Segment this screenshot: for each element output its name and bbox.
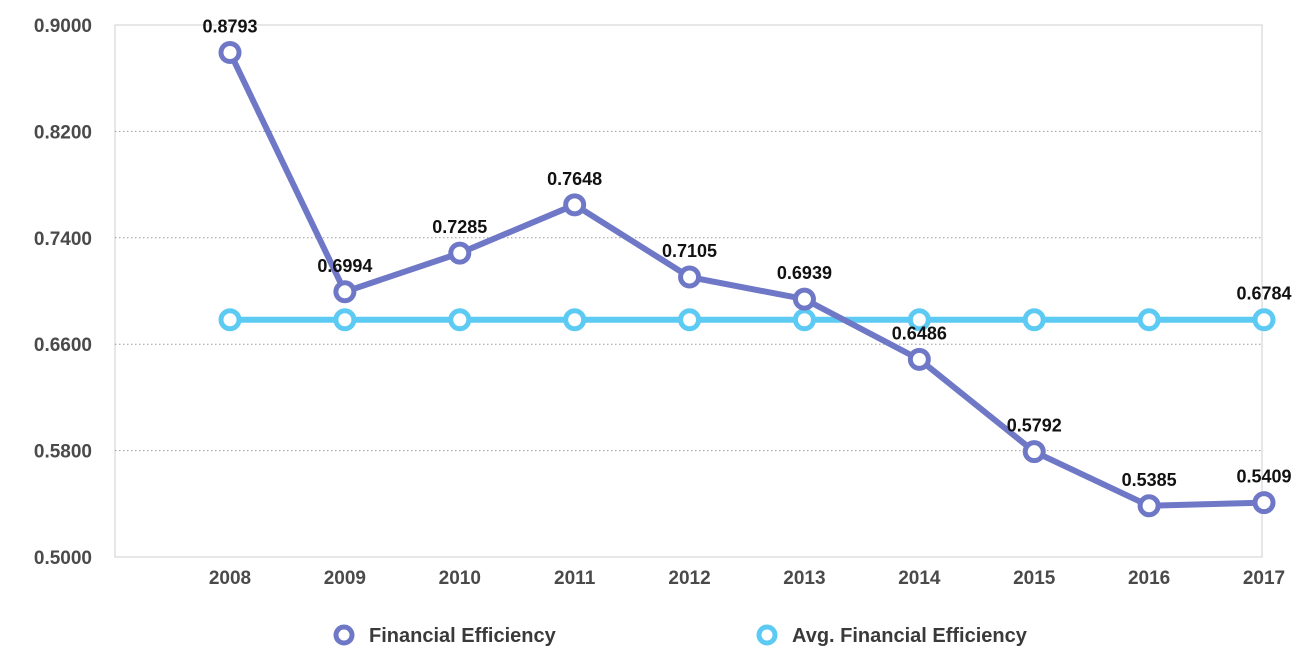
data-point — [1137, 494, 1161, 518]
x-tick-label: 2015 — [1013, 568, 1056, 589]
data-point — [678, 265, 702, 289]
legend-marker-icon — [756, 624, 778, 646]
x-tick-label: 2009 — [324, 568, 366, 589]
data-point — [218, 308, 242, 332]
data-point — [792, 287, 816, 311]
y-tick-label: 0.6600 — [34, 335, 92, 356]
legend: Financial Efficiency Avg. Financial Effic… — [333, 624, 1028, 647]
data-label: 0.6784 — [1236, 284, 1291, 304]
data-label: 0.6486 — [892, 323, 947, 343]
y-tick-label: 0.5000 — [34, 548, 92, 569]
legend-label: Financial Efficiency — [369, 625, 557, 647]
y-tick-label: 0.5800 — [34, 442, 92, 463]
x-axis: 2008 2009 2010 2011 2012 2013 2014 2015 2016 2017 — [209, 568, 1285, 589]
x-tick-label: 2013 — [783, 568, 825, 589]
data-label: 0.7105 — [662, 241, 717, 261]
data-point — [448, 308, 472, 332]
data-label: 0.8793 — [202, 17, 257, 37]
y-axis: 0.9000 0.8200 0.7400 0.6600 0.5800 0.5000 — [34, 16, 92, 569]
data-point — [678, 308, 702, 332]
data-point — [907, 347, 931, 371]
data-labels: 0.8793 0.6994 0.7285 0.7648 0.7105 0.6939 0.64… — [202, 17, 1291, 490]
data-point — [907, 308, 931, 332]
data-point — [563, 308, 587, 332]
x-tick-label: 2010 — [439, 568, 481, 589]
data-point — [448, 241, 472, 265]
data-point — [1022, 308, 1046, 332]
y-tick-label: 0.9000 — [34, 16, 92, 37]
y-tick-label: 0.8200 — [34, 122, 92, 143]
data-point — [333, 308, 357, 332]
data-point — [563, 193, 587, 217]
legend-marker-icon — [333, 624, 355, 646]
x-tick-label: 2016 — [1128, 568, 1170, 589]
series-line-financial-efficiency — [227, 49, 1267, 509]
data-point — [1137, 308, 1161, 332]
data-label: 0.7648 — [547, 169, 602, 189]
legend-label: Avg. Financial Efficiency — [792, 625, 1028, 647]
data-point — [333, 280, 357, 304]
gridlines — [115, 130, 1262, 452]
data-point — [1022, 440, 1046, 464]
x-tick-label: 2012 — [668, 568, 710, 589]
data-point — [1252, 491, 1276, 515]
x-tick-label: 2008 — [209, 568, 251, 589]
data-label: 0.5409 — [1236, 467, 1291, 487]
y-tick-label: 0.7400 — [34, 229, 92, 250]
data-label: 0.6994 — [317, 256, 372, 276]
data-label: 0.6939 — [777, 263, 832, 283]
data-point — [792, 308, 816, 332]
data-label: 0.5385 — [1122, 470, 1177, 490]
x-tick-label: 2017 — [1243, 568, 1285, 589]
data-point — [1252, 308, 1276, 332]
data-label: 0.7285 — [432, 217, 487, 237]
data-label: 0.5792 — [1007, 416, 1062, 436]
series-group — [218, 41, 1276, 518]
data-point — [218, 41, 242, 65]
x-tick-label: 2014 — [898, 568, 941, 589]
x-tick-label: 2011 — [554, 568, 596, 589]
